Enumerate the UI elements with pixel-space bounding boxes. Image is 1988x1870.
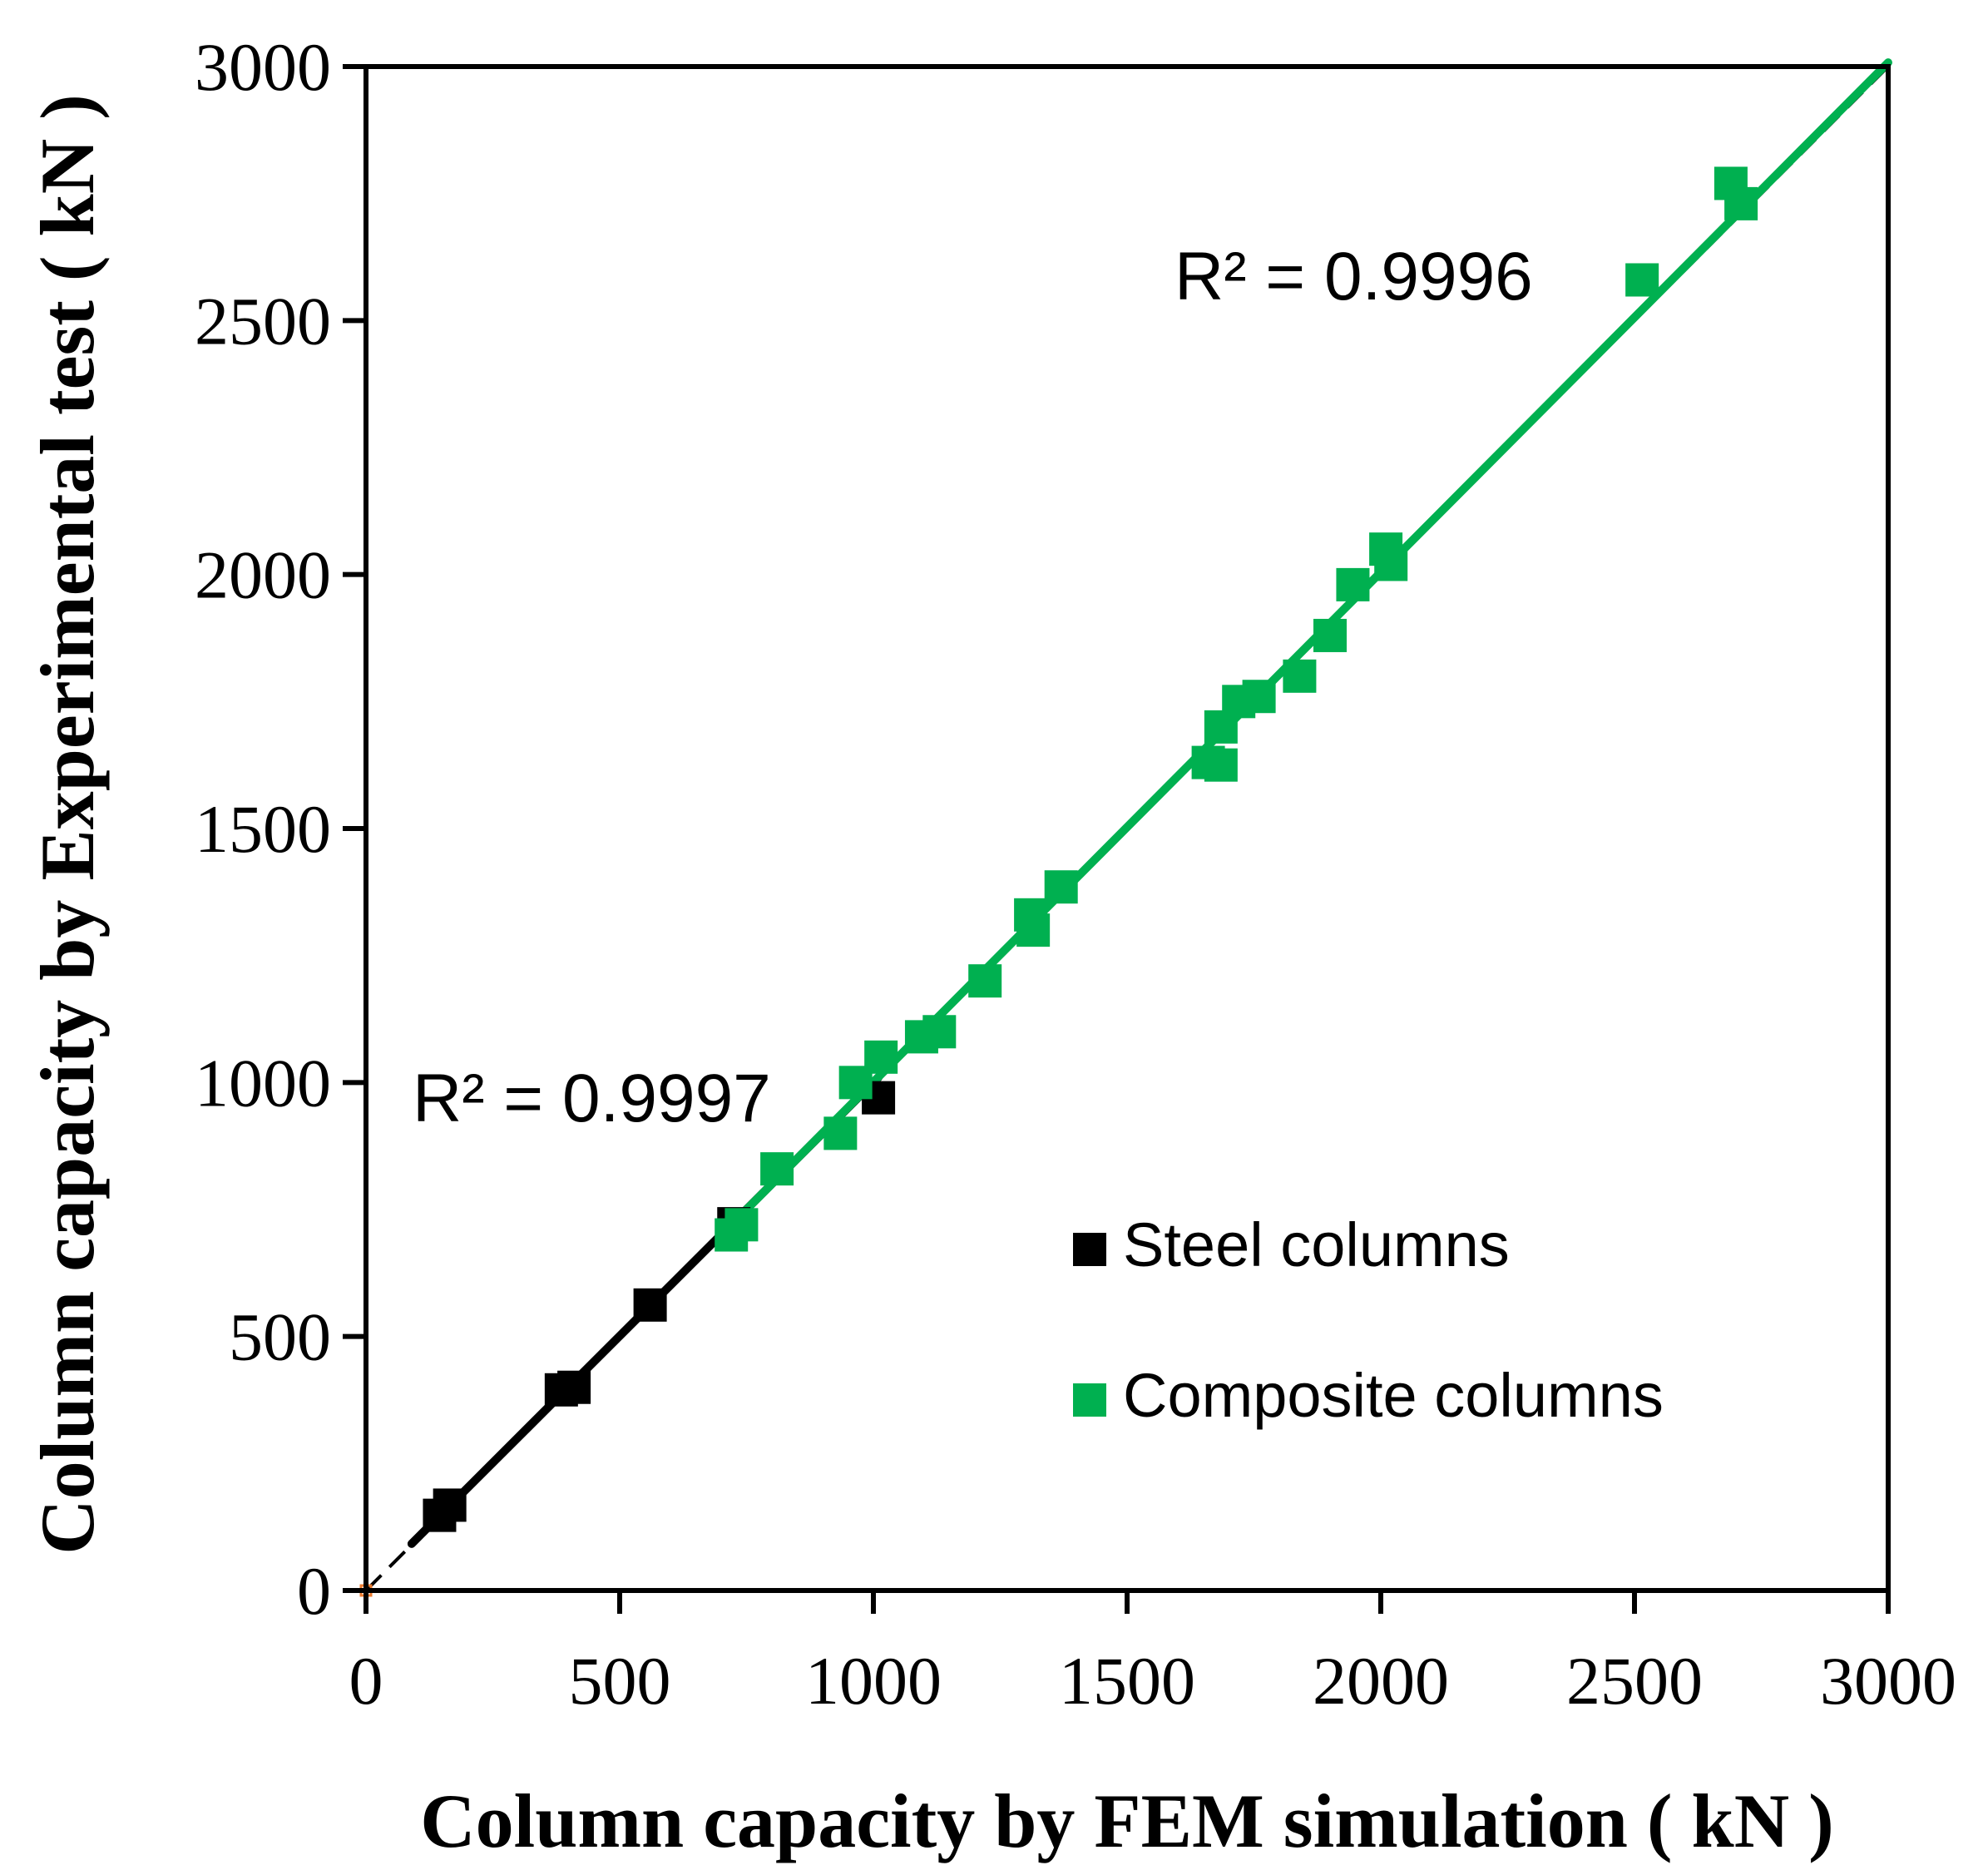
point-composite bbox=[1313, 618, 1347, 652]
point-steel bbox=[557, 1370, 591, 1404]
point-steel bbox=[633, 1288, 667, 1322]
legend-label-composite: Composite columns bbox=[1123, 1361, 1664, 1430]
legend: Steel columns Composite columns bbox=[1073, 1210, 1664, 1430]
point-composite bbox=[1625, 263, 1659, 297]
r2-label-composite: R² = 0.9996 bbox=[1175, 239, 1533, 314]
x-tick-label: 1000 bbox=[805, 1643, 942, 1719]
y-tick-label: 500 bbox=[229, 1299, 331, 1375]
y-tick-label: 3000 bbox=[195, 29, 331, 105]
y-tick-label: 0 bbox=[297, 1553, 331, 1629]
point-composite bbox=[1283, 659, 1317, 693]
x-axis-title: Column capacity by FEM simulation ( kN ) bbox=[420, 1778, 1834, 1863]
x-tick-label: 1500 bbox=[1059, 1643, 1195, 1719]
x-tick-label: 0 bbox=[349, 1643, 383, 1719]
point-composite bbox=[1374, 547, 1408, 581]
x-tick-label: 3000 bbox=[1820, 1643, 1956, 1719]
y-tick-label: 2500 bbox=[195, 283, 331, 359]
x-tick-label: 2000 bbox=[1313, 1643, 1449, 1719]
point-composite bbox=[922, 1015, 957, 1049]
x-tick-label: 500 bbox=[569, 1643, 671, 1719]
y-axis-title: Column capacity by Experimental test ( k… bbox=[25, 94, 110, 1555]
point-composite bbox=[968, 964, 1002, 998]
r2-label-steel: R² = 0.9997 bbox=[413, 1061, 771, 1136]
point-composite bbox=[724, 1208, 759, 1242]
point-composite bbox=[1242, 680, 1276, 714]
point-steel bbox=[433, 1488, 467, 1522]
point-composite bbox=[1044, 870, 1078, 904]
trendline-composite bbox=[727, 58, 1892, 1229]
x-tick-label: 2500 bbox=[1566, 1643, 1703, 1719]
point-composite bbox=[1204, 748, 1238, 782]
point-composite bbox=[1336, 567, 1370, 601]
y-tick-label: 2000 bbox=[195, 537, 331, 613]
legend-marker-composite bbox=[1073, 1383, 1106, 1417]
point-composite bbox=[864, 1040, 898, 1074]
legend-label-steel: Steel columns bbox=[1123, 1210, 1510, 1279]
legend-marker-steel bbox=[1073, 1233, 1106, 1266]
point-composite bbox=[1016, 913, 1051, 947]
point-composite bbox=[1724, 186, 1758, 220]
y-tick-label: 1000 bbox=[195, 1045, 331, 1121]
point-composite bbox=[760, 1152, 794, 1186]
point-composite bbox=[823, 1116, 858, 1150]
y-tick-label: 1500 bbox=[195, 791, 331, 867]
